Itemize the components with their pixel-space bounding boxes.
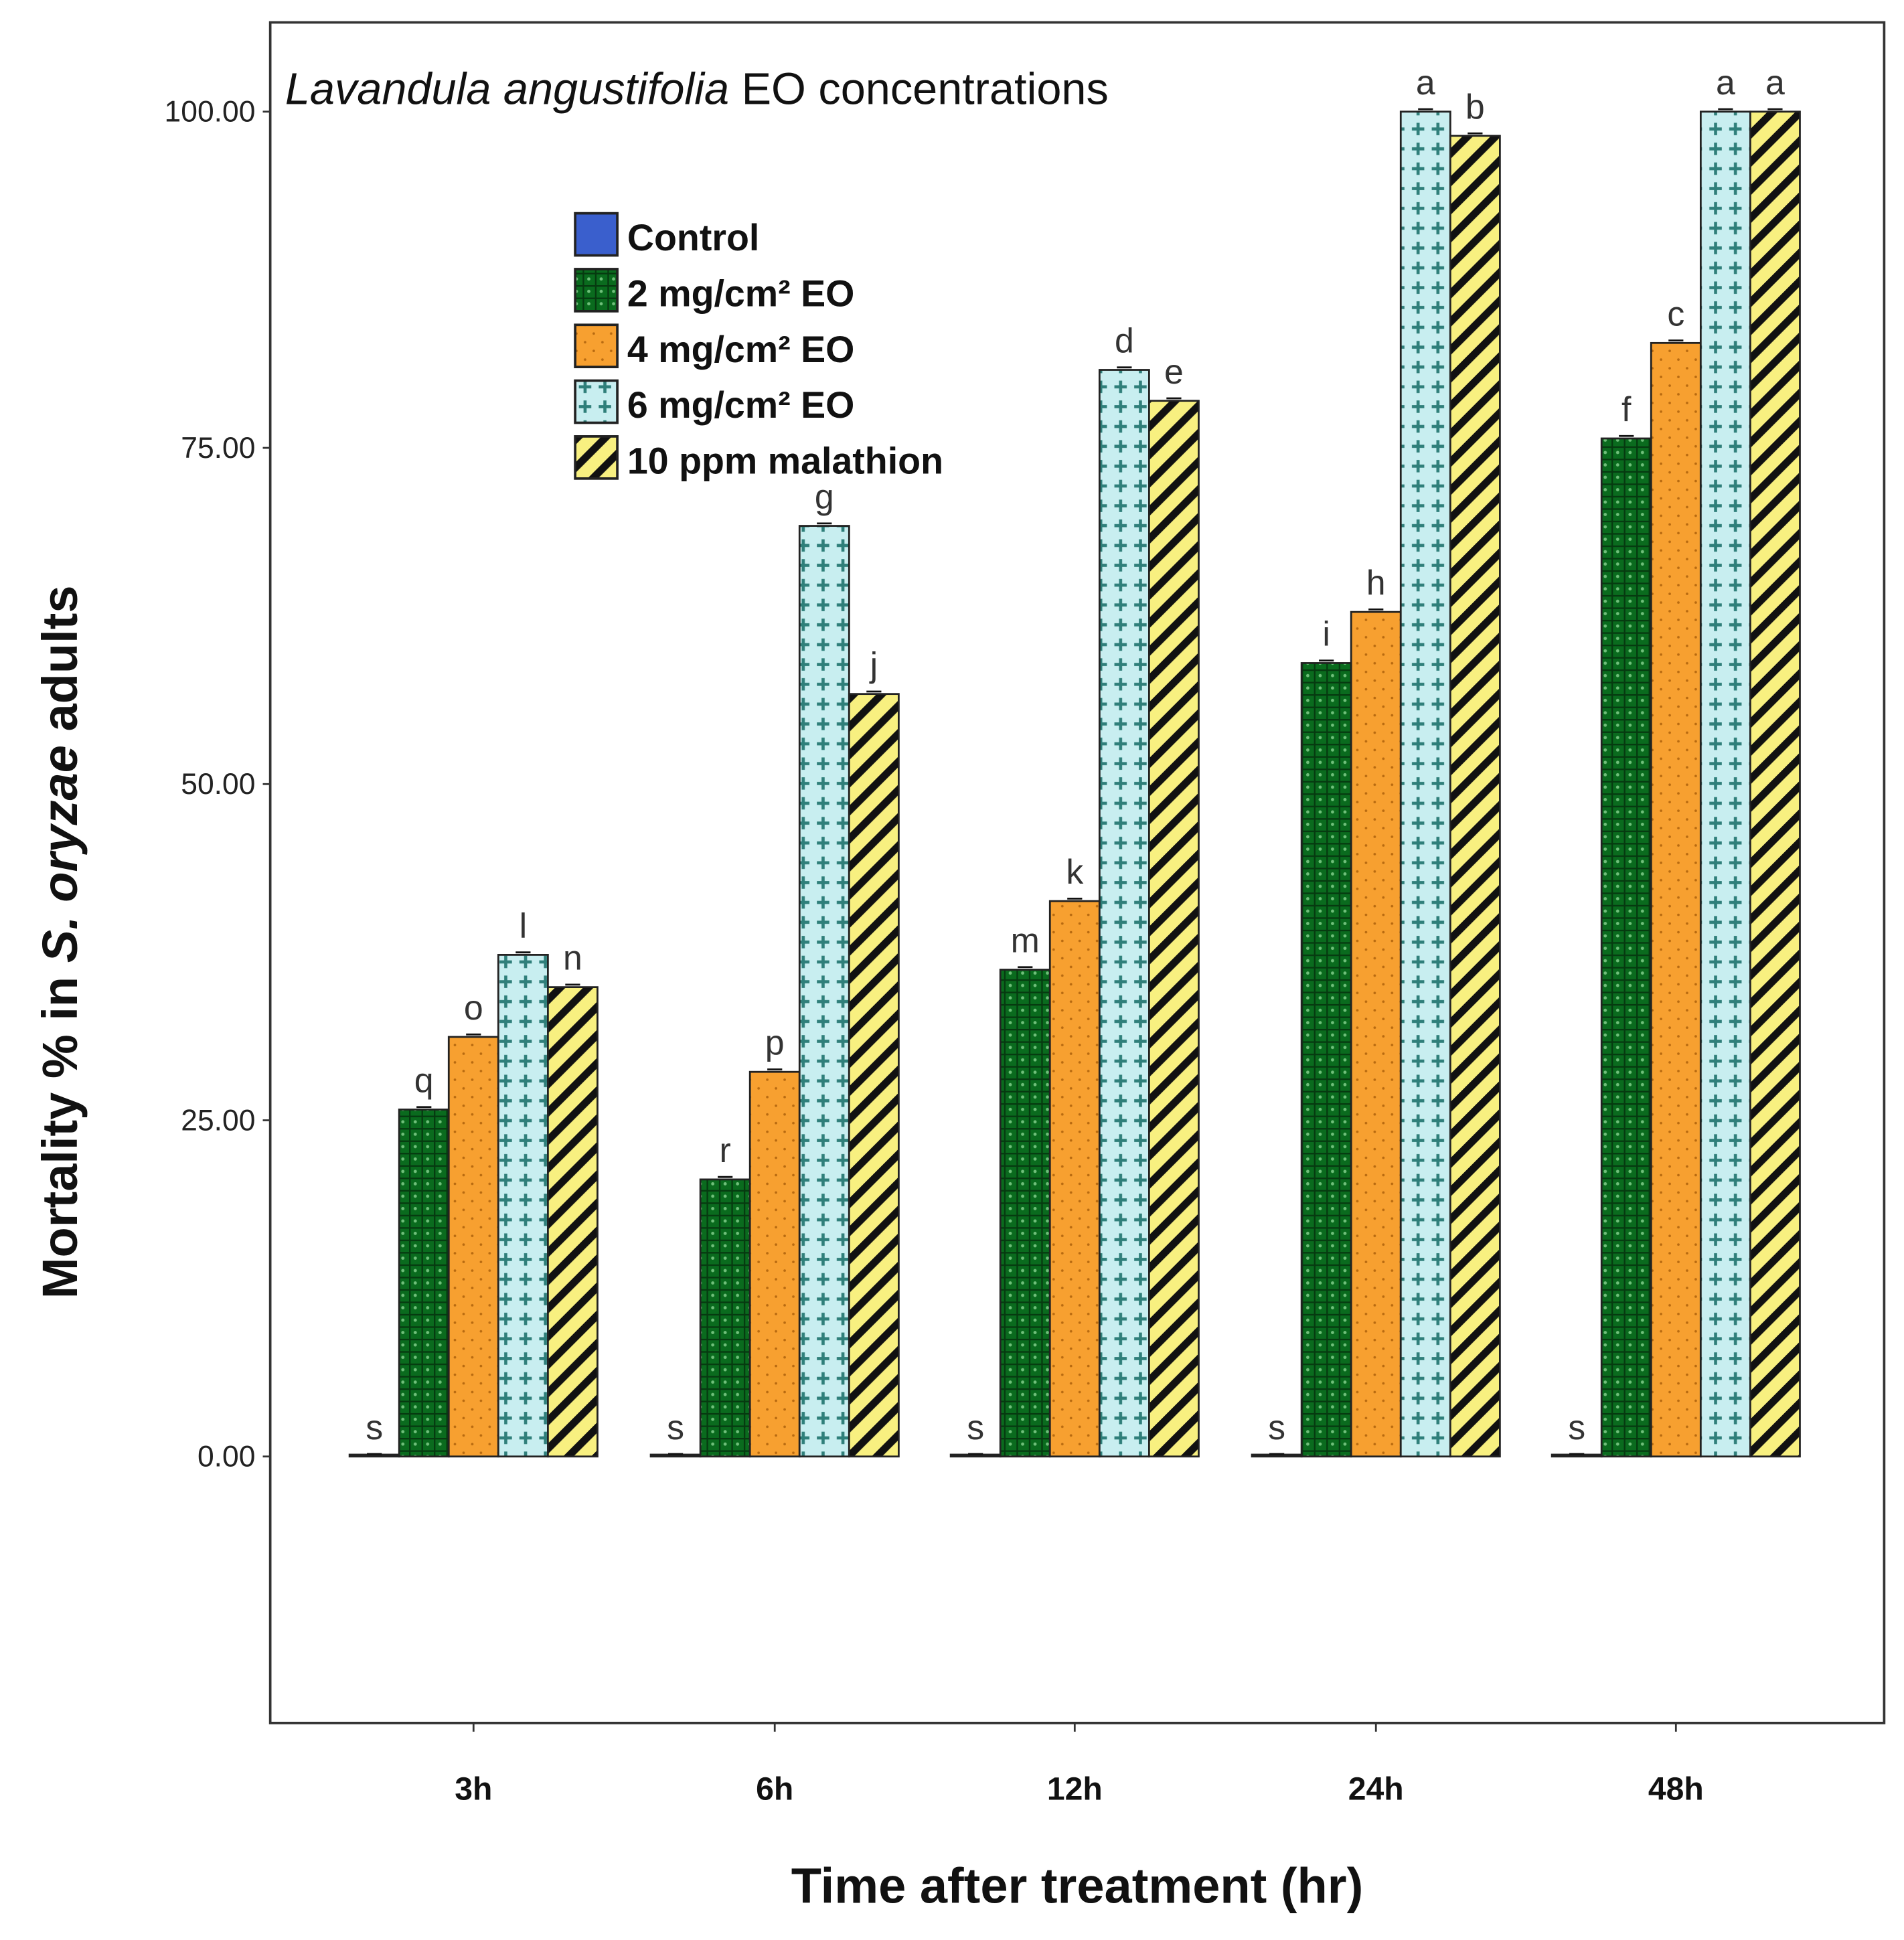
x-tick-label: 48h	[1648, 1771, 1704, 1807]
legend-label: 4 mg/cm² EO	[627, 329, 854, 370]
legend-label: Control	[627, 217, 759, 258]
significance-letter: s	[1568, 1408, 1585, 1447]
significance-letter: c	[1667, 294, 1684, 333]
significance-letter: m	[1011, 921, 1040, 960]
bar-dots-24h	[1350, 611, 1402, 1458]
bar-grid-6h	[699, 1178, 751, 1458]
bar-diag-24h	[1449, 135, 1501, 1458]
y-axis-title: Mortality % in S. oryzae adults	[32, 585, 88, 1299]
y-tick-label: 100.00	[165, 96, 256, 129]
significance-letter: h	[1366, 563, 1386, 602]
significance-letter: s	[667, 1408, 684, 1447]
legend-label: 10 ppm malathion	[627, 440, 943, 481]
significance-letter: d	[1115, 321, 1134, 360]
significance-letter: q	[414, 1061, 434, 1100]
y-tick-label: 50.00	[181, 768, 255, 801]
bar-dots-48h	[1650, 341, 1702, 1458]
chart-title: Lavandula angustifolia EO concentrations	[285, 65, 1109, 114]
significance-letter: k	[1066, 852, 1083, 891]
bar-diag-12h	[1148, 400, 1200, 1458]
bar-plus-6h	[798, 525, 850, 1458]
bar-grid-3h	[398, 1109, 450, 1458]
bar-diag-3h	[547, 986, 599, 1458]
legend-swatch	[574, 323, 619, 369]
significance-letter: e	[1164, 352, 1184, 391]
legend-swatch	[574, 435, 619, 480]
bar-grid-48h	[1600, 437, 1652, 1458]
significance-letter: b	[1465, 87, 1485, 126]
x-axis-title: Time after treatment (hr)	[791, 1858, 1363, 1913]
significance-letter: r	[720, 1131, 731, 1169]
bar-diag-6h	[848, 693, 900, 1458]
significance-letter: g	[815, 477, 834, 516]
significance-letter: j	[869, 645, 878, 684]
bar-dots-6h	[748, 1070, 801, 1458]
y-tick-label: 0.00	[197, 1441, 255, 1473]
x-axis: 3h 6h 12h 24h 48h	[455, 1722, 1704, 1807]
bar-plus-3h	[497, 954, 549, 1458]
y-tick-label: 25.00	[181, 1104, 255, 1137]
legend: Control 2 mg/cm² EO 4 mg/cm² EO 6 mg/cm² EO…	[574, 212, 943, 481]
bar-plus-48h	[1699, 110, 1751, 1458]
significance-letter: a	[1765, 63, 1785, 102]
legend-label: 6 mg/cm² EO	[627, 384, 854, 426]
significance-letter: n	[563, 939, 582, 977]
significance-letter: s	[366, 1408, 383, 1447]
y-tick-label: 75.00	[181, 432, 255, 465]
significance-letter: s	[1268, 1408, 1285, 1447]
bar-dots-12h	[1048, 900, 1101, 1458]
x-tick-label: 6h	[756, 1771, 793, 1807]
bar-diag-48h	[1749, 110, 1801, 1458]
bar-dots-3h	[447, 1036, 499, 1458]
significance-letter: a	[1416, 63, 1435, 102]
significance-letter: s	[967, 1408, 984, 1447]
bar-grid-12h	[999, 969, 1051, 1458]
significance-letter: p	[765, 1023, 785, 1062]
y-axis: 0.00 25.00 50.00 75.00 100.00	[165, 96, 270, 1473]
x-tick-label: 3h	[455, 1771, 492, 1807]
legend-swatch	[574, 379, 619, 424]
x-tick-label: 12h	[1047, 1771, 1103, 1807]
significance-letter: a	[1716, 63, 1735, 102]
bar-grid-24h	[1300, 662, 1352, 1458]
legend-swatch	[574, 268, 619, 313]
bar-plus-12h	[1098, 369, 1150, 1458]
legend-swatch	[574, 212, 619, 257]
significance-letter: o	[464, 988, 483, 1027]
bar-plus-24h	[1399, 110, 1451, 1458]
x-tick-label: 24h	[1348, 1771, 1404, 1807]
significance-letter: l	[520, 906, 528, 945]
significance-letter: f	[1621, 390, 1632, 428]
legend-label: 2 mg/cm² EO	[627, 272, 854, 314]
significance-letter: i	[1322, 615, 1330, 653]
